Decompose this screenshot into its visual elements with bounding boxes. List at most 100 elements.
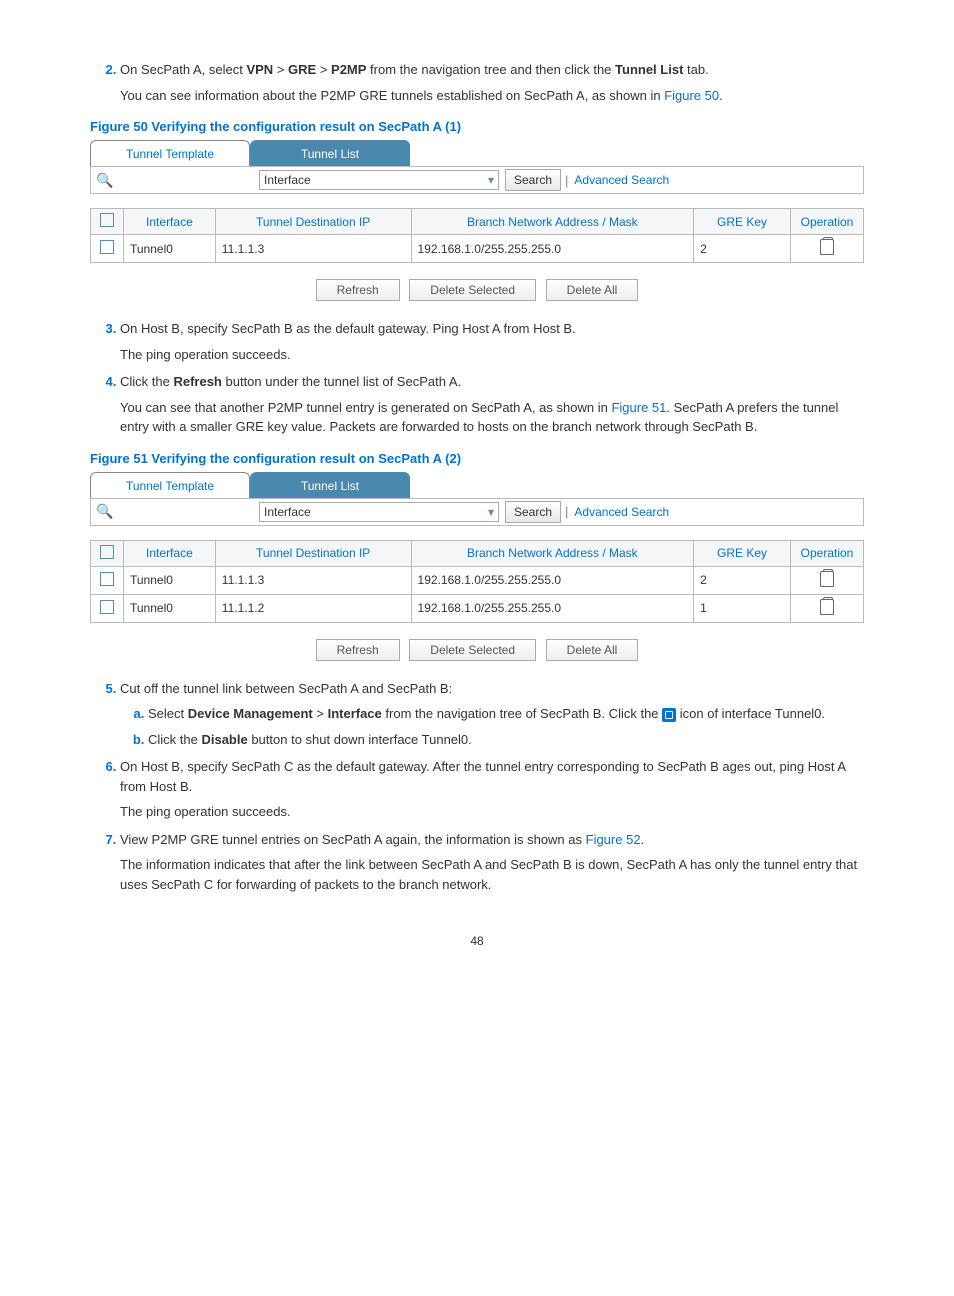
figure-51-caption: Figure 51 Verifying the configuration re… xyxy=(90,451,864,466)
table-row: Tunnel011.1.1.3192.168.1.0/255.255.255.0… xyxy=(91,566,864,594)
text: from the navigation tree and then click … xyxy=(366,62,615,77)
tab-tunnel-list[interactable]: Tunnel List xyxy=(250,472,410,498)
cell-dest: 11.1.1.2 xyxy=(215,594,411,622)
text: button to shut down interface Tunnel0. xyxy=(248,732,472,747)
cell-branch: 192.168.1.0/255.255.255.0 xyxy=(411,235,694,263)
delete-selected-button[interactable]: Delete Selected xyxy=(409,279,536,301)
figure-link-52[interactable]: Figure 52 xyxy=(586,832,641,847)
filter-field-select[interactable]: Interface ▾ xyxy=(259,502,499,522)
delete-selected-button[interactable]: Delete Selected xyxy=(409,639,536,661)
text: tab. xyxy=(683,62,708,77)
col-op: Operation xyxy=(791,209,864,235)
col-interface: Interface xyxy=(124,209,216,235)
text: icon of interface Tunnel0. xyxy=(676,706,825,721)
col-branch: Branch Network Address / Mask xyxy=(411,540,694,566)
step-4: Click the Refresh button under the tunne… xyxy=(120,372,864,437)
col-dest: Tunnel Destination IP xyxy=(215,209,411,235)
step-5: Cut off the tunnel link between SecPath … xyxy=(120,679,864,750)
cell-interface: Tunnel0 xyxy=(124,235,216,263)
cell-gre: 1 xyxy=(694,594,791,622)
col-gre: GRE Key xyxy=(694,209,791,235)
nav-p2mp: P2MP xyxy=(331,62,366,77)
chevron-down-icon: ▾ xyxy=(488,173,494,187)
edit-icon xyxy=(662,708,676,722)
tab-tunnel-list[interactable]: Tunnel List xyxy=(250,140,410,166)
search-bar: 🔍 Interface ▾ Search | Advanced Search xyxy=(90,498,864,526)
col-op: Operation xyxy=(791,540,864,566)
refresh-button[interactable]: Refresh xyxy=(316,279,400,301)
cell-branch: 192.168.1.0/255.255.255.0 xyxy=(411,594,694,622)
advanced-search-link[interactable]: Advanced Search xyxy=(574,505,669,519)
refresh-word: Refresh xyxy=(173,374,221,389)
delete-all-button[interactable]: Delete All xyxy=(546,279,639,301)
cell-interface: Tunnel0 xyxy=(124,594,216,622)
text: Cut off the tunnel link between SecPath … xyxy=(120,681,452,696)
tab-name: Tunnel List xyxy=(615,62,683,77)
col-dest: Tunnel Destination IP xyxy=(215,540,411,566)
chevron-down-icon: ▾ xyxy=(488,505,494,519)
step-5a: Select Device Management > Interface fro… xyxy=(148,704,864,724)
filter-field-select[interactable]: Interface ▾ xyxy=(259,170,499,190)
text: The information indicates that after the… xyxy=(120,855,864,894)
search-button[interactable]: Search xyxy=(505,501,561,523)
text: On SecPath A, select xyxy=(120,62,246,77)
figure-50-screenshot: Tunnel Template Tunnel List 🔍 Interface … xyxy=(90,140,864,301)
col-branch: Branch Network Address / Mask xyxy=(411,209,694,235)
search-icon: 🔍 xyxy=(91,503,119,520)
cell-gre: 2 xyxy=(694,235,791,263)
cell-interface: Tunnel0 xyxy=(124,566,216,594)
trash-icon[interactable] xyxy=(820,239,834,255)
figure-51-screenshot: Tunnel Template Tunnel List 🔍 Interface … xyxy=(90,472,864,661)
cell-dest: 11.1.1.3 xyxy=(215,235,411,263)
disable-word: Disable xyxy=(201,732,247,747)
nav-interface: Interface xyxy=(328,706,382,721)
text: . xyxy=(719,88,723,103)
figure-link-50[interactable]: Figure 50 xyxy=(664,88,719,103)
figure-50-caption: Figure 50 Verifying the configuration re… xyxy=(90,119,864,134)
nav-devmgmt: Device Management xyxy=(188,706,313,721)
step-3: On Host B, specify SecPath B as the defa… xyxy=(120,319,864,364)
advanced-search-link[interactable]: Advanced Search xyxy=(574,173,669,187)
checkbox-all[interactable] xyxy=(100,213,114,227)
text: View P2MP GRE tunnel entries on SecPath … xyxy=(120,832,586,847)
text: Click the xyxy=(148,732,201,747)
page-number: 48 xyxy=(90,934,864,948)
col-gre: GRE Key xyxy=(694,540,791,566)
refresh-button[interactable]: Refresh xyxy=(316,639,400,661)
step-7: View P2MP GRE tunnel entries on SecPath … xyxy=(120,830,864,895)
text: . xyxy=(641,832,645,847)
step-6: On Host B, specify SecPath C as the defa… xyxy=(120,757,864,822)
col-interface: Interface xyxy=(124,540,216,566)
tab-tunnel-template[interactable]: Tunnel Template xyxy=(90,472,250,498)
trash-icon[interactable] xyxy=(820,599,834,615)
search-icon: 🔍 xyxy=(91,172,119,189)
text: On Host B, specify SecPath B as the defa… xyxy=(120,321,576,336)
row-checkbox[interactable] xyxy=(100,240,114,254)
checkbox-all[interactable] xyxy=(100,545,114,559)
nav-vpn: VPN xyxy=(246,62,273,77)
table-row: Tunnel011.1.1.3192.168.1.0/255.255.255.0… xyxy=(91,235,864,263)
delete-all-button[interactable]: Delete All xyxy=(546,639,639,661)
tab-tunnel-template[interactable]: Tunnel Template xyxy=(90,140,250,166)
col-checkbox xyxy=(91,209,124,235)
filter-field-value: Interface xyxy=(264,173,311,187)
text: You can see that another P2MP tunnel ent… xyxy=(120,400,611,415)
step-2: On SecPath A, select VPN > GRE > P2MP fr… xyxy=(120,60,864,105)
text: > xyxy=(313,706,328,721)
search-bar: 🔍 Interface ▾ Search | Advanced Search xyxy=(90,166,864,194)
text: from the navigation tree of SecPath B. C… xyxy=(382,706,662,721)
cell-branch: 192.168.1.0/255.255.255.0 xyxy=(411,566,694,594)
text: button under the tunnel list of SecPath … xyxy=(222,374,461,389)
row-checkbox[interactable] xyxy=(100,572,114,586)
row-checkbox[interactable] xyxy=(100,600,114,614)
text: On Host B, specify SecPath C as the defa… xyxy=(120,759,845,794)
text: Click the xyxy=(120,374,173,389)
table-row: Tunnel011.1.1.2192.168.1.0/255.255.255.0… xyxy=(91,594,864,622)
search-button[interactable]: Search xyxy=(505,169,561,191)
text: Select xyxy=(148,706,188,721)
figure-link-51[interactable]: Figure 51 xyxy=(611,400,666,415)
cell-dest: 11.1.1.3 xyxy=(215,566,411,594)
text: You can see information about the P2MP G… xyxy=(120,88,664,103)
tunnel-table: Interface Tunnel Destination IP Branch N… xyxy=(90,540,864,623)
trash-icon[interactable] xyxy=(820,571,834,587)
